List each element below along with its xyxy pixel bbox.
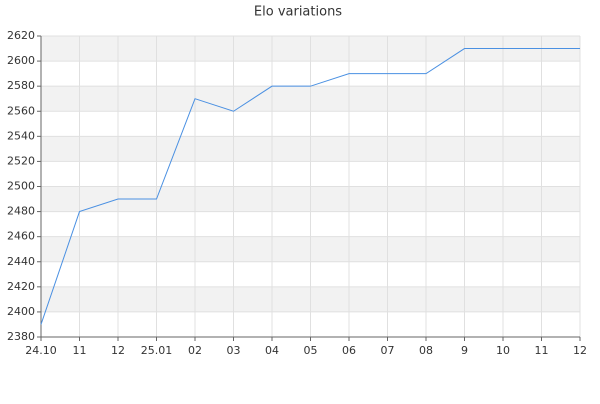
y-tick-label: 2620 <box>7 29 35 42</box>
x-tick-label: 9 <box>461 344 468 357</box>
x-tick-label: 25.01 <box>141 344 173 357</box>
x-tick-label: 07 <box>381 344 395 357</box>
x-tick-label: 11 <box>73 344 87 357</box>
y-tick-label: 2540 <box>7 129 35 142</box>
y-tick-label: 2420 <box>7 280 35 293</box>
chart-title: Elo variations <box>254 5 342 20</box>
y-tick-label: 2580 <box>7 79 35 92</box>
y-tick-label: 2380 <box>7 330 35 343</box>
y-tick-label: 2460 <box>7 230 35 243</box>
y-tick-label: 2400 <box>7 305 35 318</box>
x-tick-label: 08 <box>419 344 433 357</box>
x-tick-label: 05 <box>304 344 318 357</box>
x-tick-label: 06 <box>342 344 356 357</box>
y-tick-label: 2480 <box>7 205 35 218</box>
x-tick-label: 11 <box>535 344 549 357</box>
y-tick-label: 2560 <box>7 104 35 117</box>
y-tick-label: 2500 <box>7 180 35 193</box>
x-tick-label: 10 <box>496 344 510 357</box>
y-tick-label: 2520 <box>7 154 35 167</box>
y-tick-label: 2600 <box>7 54 35 67</box>
x-tick-label: 24.10 <box>25 344 57 357</box>
x-tick-label: 12 <box>573 344 587 357</box>
line <box>40 48 580 325</box>
x-tick-label: 12 <box>111 344 125 357</box>
x-tick-label: 03 <box>227 344 241 357</box>
x-tick-label: 04 <box>265 344 279 357</box>
y-tick-label: 2440 <box>7 255 35 268</box>
x-tick-label: 02 <box>188 344 202 357</box>
